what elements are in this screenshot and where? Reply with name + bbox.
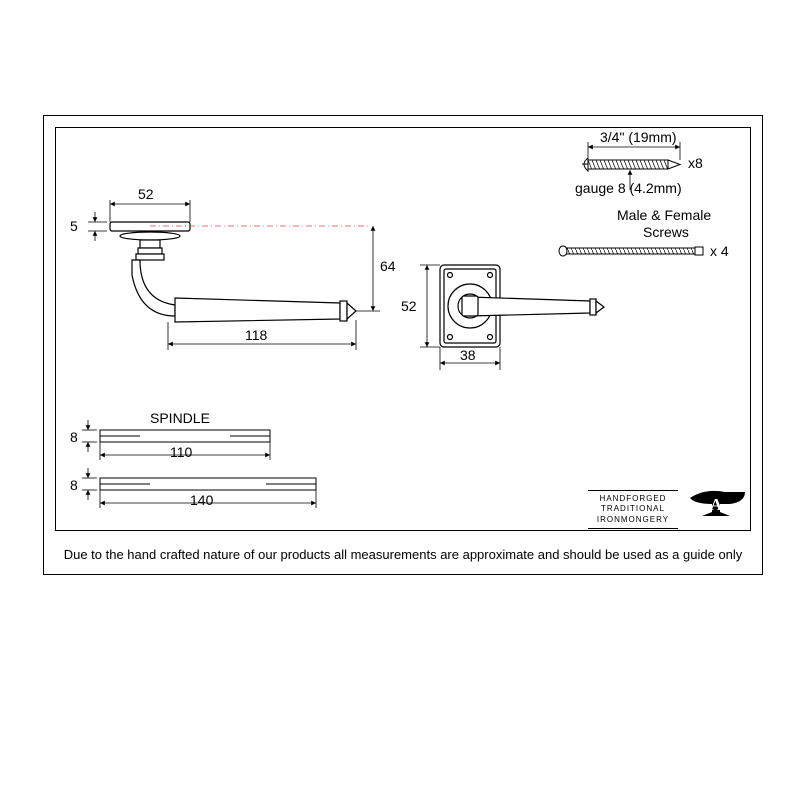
disclaimer-text: Due to the hand crafted nature of our pr… [43, 547, 763, 562]
screw-qty: x8 [688, 155, 703, 171]
screw-length: 3/4" (19mm) [600, 129, 677, 145]
dim-lever-len: 118 [245, 327, 267, 343]
dim-plate-w: 38 [460, 347, 476, 363]
dim-rose-width: 52 [138, 186, 154, 202]
brand-line3: IRONMONGERY [597, 515, 669, 524]
brand-line2: TRADITIONAL [601, 504, 665, 513]
mf-label: Male & Female [617, 207, 711, 223]
dim-sp1-h: 8 [70, 429, 78, 445]
dim-sp1-len: 110 [170, 444, 192, 460]
dim-plate-h: 52 [401, 298, 417, 314]
dim-rose-height: 5 [70, 218, 78, 234]
dim-sp2-h: 8 [70, 477, 78, 493]
brand-line1: HANDFORGED [600, 494, 667, 503]
mf-label2: Screws [643, 224, 689, 240]
screw-gauge: gauge 8 (4.2mm) [575, 180, 682, 196]
brand-block: HANDFORGED TRADITIONAL IRONMONGERY [588, 490, 678, 529]
dim-drop: 64 [380, 258, 396, 274]
dim-sp2-len: 140 [190, 492, 213, 508]
spindle-title: SPINDLE [150, 410, 210, 426]
mf-qty: x 4 [710, 243, 729, 259]
